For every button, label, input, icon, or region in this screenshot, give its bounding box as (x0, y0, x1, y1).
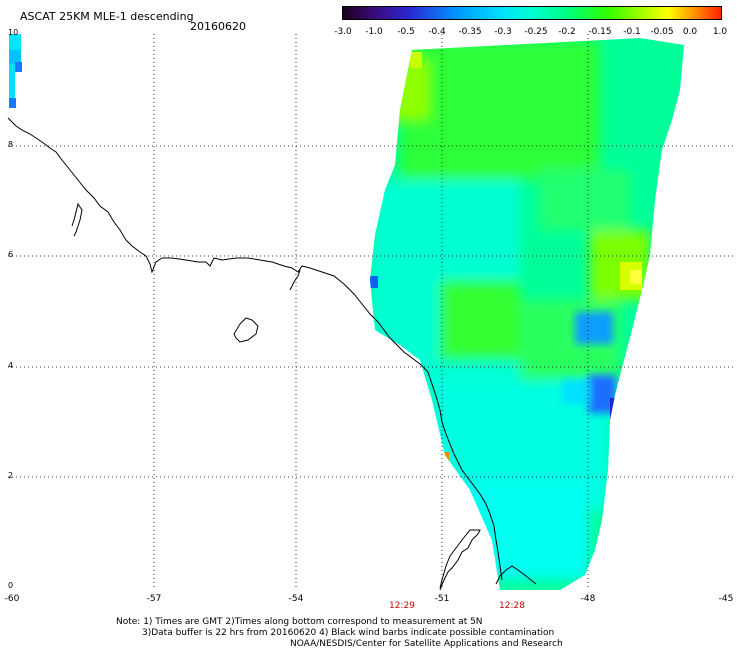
lon-label: -48 (580, 594, 596, 604)
colorbar-tick: 0.0 (682, 27, 698, 37)
colorbar-tick: -0.05 (650, 27, 674, 37)
note-line-2: 3)Data buffer is 22 hrs from 20160620 4)… (142, 628, 555, 638)
lon-label: -45 (718, 594, 734, 604)
colorbar-tick: -0.5 (397, 27, 415, 37)
lon-label: -51 (434, 594, 450, 604)
lat-label: 2 (8, 471, 14, 480)
colorbar-tick: 1.0 (712, 27, 728, 37)
colorbar-tick: -1.0 (365, 27, 383, 37)
map-title: ASCAT 25KM MLE-1 descending (20, 10, 194, 23)
lon-label: -60 (4, 594, 20, 604)
colorbar (342, 6, 722, 20)
lat-label: 0 (8, 581, 14, 590)
lat-lon-grid (8, 34, 734, 588)
colorbar-tick: -3.0 (334, 27, 352, 37)
lon-label: -57 (146, 594, 162, 604)
time-label: 12:28 (499, 601, 525, 611)
lat-label: 10 (8, 28, 19, 37)
wind-swath (370, 38, 684, 590)
colorbar-tick: -0.2 (558, 27, 576, 37)
coastline (7, 117, 537, 591)
map-date: 20160620 (190, 20, 246, 33)
note-line-1: Note: 1) Times are GMT 2)Times along bot… (116, 617, 483, 627)
colorbar-tick: -0.3 (494, 27, 512, 37)
lat-label: 8 (8, 140, 14, 149)
colorbar-tick: -0.35 (458, 27, 482, 37)
colorbar-tick: -0.25 (524, 27, 548, 37)
lon-label: -54 (288, 594, 304, 604)
colorbar-tick: -0.4 (428, 27, 446, 37)
lat-label: 4 (8, 361, 14, 370)
lat-label: 6 (8, 250, 14, 259)
swath-corner-strip (9, 34, 22, 108)
colorbar-tick: -0.15 (588, 27, 612, 37)
colorbar-tick: -0.1 (623, 27, 641, 37)
time-label: 12:29 (389, 601, 415, 611)
credit-line: NOAA/NESDIS/Center for Satellite Applica… (290, 639, 563, 649)
